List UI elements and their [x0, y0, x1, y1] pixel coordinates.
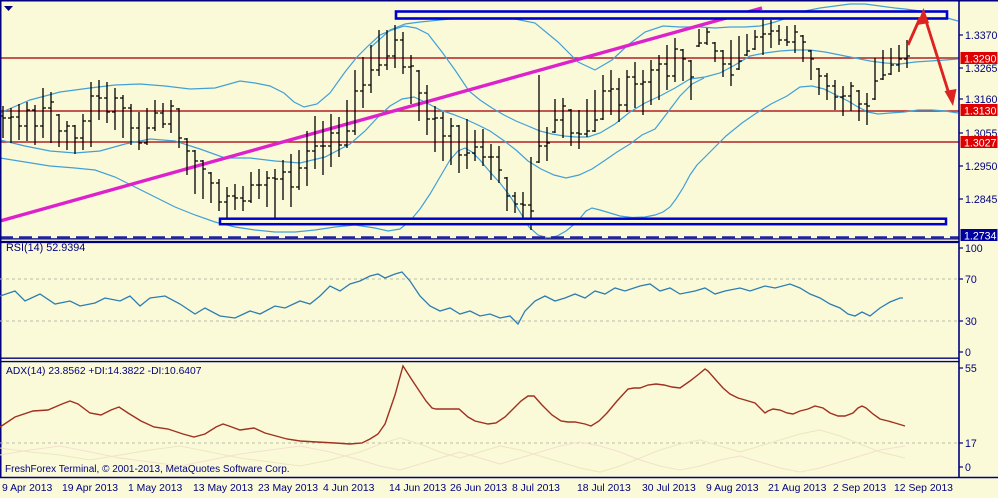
svg-text:RSI(14) 52.9394: RSI(14) 52.9394 — [6, 242, 85, 254]
svg-text:1.3130: 1.3130 — [964, 106, 997, 118]
svg-text:100: 100 — [965, 243, 983, 255]
svg-text:26 Jun 2013: 26 Jun 2013 — [450, 483, 507, 494]
svg-text:1.3160: 1.3160 — [965, 94, 998, 106]
svg-text:0: 0 — [965, 347, 971, 359]
svg-text:23 May 2013: 23 May 2013 — [258, 483, 318, 494]
svg-text:0: 0 — [965, 462, 971, 474]
svg-text:17: 17 — [965, 438, 977, 450]
svg-text:9 Aug 2013: 9 Aug 2013 — [706, 483, 759, 494]
svg-text:1.2734: 1.2734 — [964, 231, 997, 243]
svg-text:14 Jun 2013: 14 Jun 2013 — [389, 483, 446, 494]
svg-text:70: 70 — [965, 274, 977, 286]
svg-text:1.3370: 1.3370 — [965, 30, 998, 42]
svg-text:9 Apr 2013: 9 Apr 2013 — [2, 483, 52, 494]
svg-text:1.2845: 1.2845 — [965, 194, 998, 206]
svg-text:1.2950: 1.2950 — [965, 161, 998, 173]
svg-text:2 Sep 2013: 2 Sep 2013 — [833, 483, 886, 494]
svg-text:30 Jul 2013: 30 Jul 2013 — [642, 483, 696, 494]
svg-text:1.3027: 1.3027 — [964, 138, 997, 150]
svg-text:55: 55 — [965, 363, 977, 375]
svg-text:1.3290: 1.3290 — [964, 54, 997, 66]
svg-text:18 Jul 2013: 18 Jul 2013 — [577, 483, 631, 494]
svg-text:1.3265: 1.3265 — [965, 63, 998, 75]
svg-text:21 Aug 2013: 21 Aug 2013 — [768, 483, 827, 494]
svg-text:ADX(14) 23.8562 +DI:14.3822 -D: ADX(14) 23.8562 +DI:14.3822 -DI:10.6407 — [6, 366, 202, 377]
svg-text:30: 30 — [965, 316, 977, 328]
svg-text:1 May 2013: 1 May 2013 — [128, 483, 183, 494]
svg-text:4 Jun 2013: 4 Jun 2013 — [323, 483, 375, 494]
svg-text:19 Apr 2013: 19 Apr 2013 — [62, 483, 118, 494]
svg-text:12 Sep 2013: 12 Sep 2013 — [894, 483, 953, 494]
svg-text:13 May 2013: 13 May 2013 — [193, 483, 253, 494]
svg-text:8 Jul 2013: 8 Jul 2013 — [512, 483, 560, 494]
svg-text:FreshForex Terminal, © 2001-20: FreshForex Terminal, © 2001-2013, MetaQu… — [5, 464, 290, 475]
